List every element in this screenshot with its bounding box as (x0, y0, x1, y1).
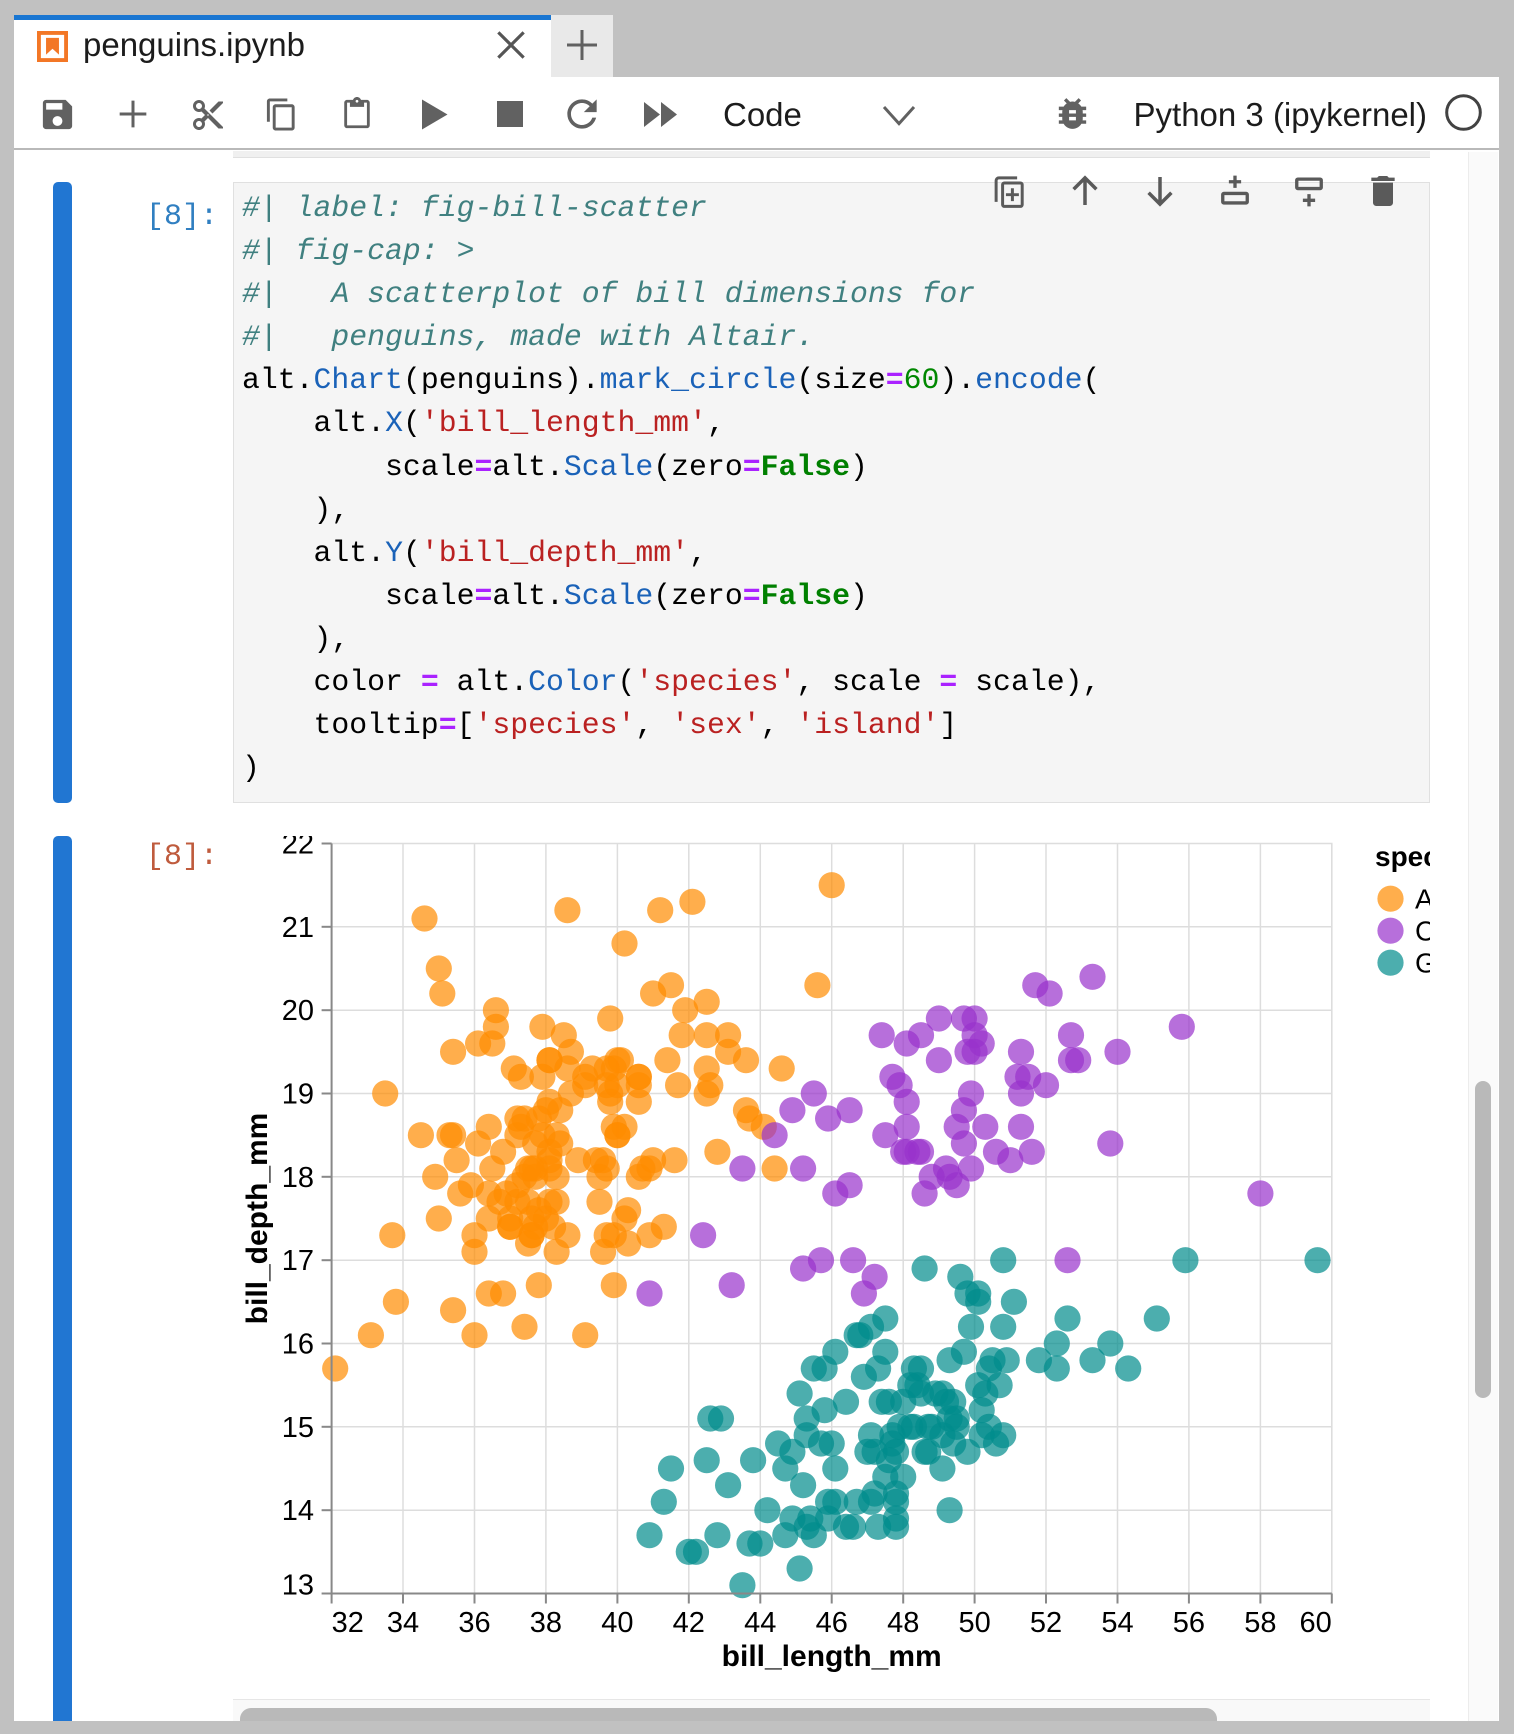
svg-text:54: 54 (1101, 1607, 1133, 1639)
svg-text:46: 46 (816, 1607, 848, 1639)
svg-text:52: 52 (1030, 1607, 1062, 1639)
svg-text:15: 15 (282, 1412, 314, 1444)
svg-text:species: species (1375, 841, 1430, 872)
svg-text:20: 20 (282, 995, 314, 1027)
svg-text:40: 40 (601, 1607, 633, 1639)
svg-text:38: 38 (530, 1607, 562, 1639)
svg-text:56: 56 (1173, 1607, 1205, 1639)
svg-text:22: 22 (282, 836, 314, 861)
svg-text:bill_depth_mm: bill_depth_mm (241, 1113, 274, 1325)
svg-text:44: 44 (744, 1607, 776, 1639)
svg-text:18: 18 (282, 1162, 314, 1194)
svg-text:48: 48 (887, 1607, 919, 1639)
svg-text:21: 21 (282, 912, 314, 944)
svg-text:17: 17 (282, 1245, 314, 1277)
svg-text:42: 42 (673, 1607, 705, 1639)
svg-text:Adelie: Adelie (1415, 884, 1430, 915)
svg-text:Gentoo: Gentoo (1415, 948, 1430, 979)
svg-text:34: 34 (387, 1607, 419, 1639)
svg-text:16: 16 (282, 1329, 314, 1361)
svg-text:14: 14 (282, 1495, 314, 1527)
svg-text:19: 19 (282, 1079, 314, 1111)
svg-text:13: 13 (282, 1570, 314, 1602)
svg-text:bill_length_mm: bill_length_mm (722, 1640, 942, 1673)
svg-text:Chinstrap: Chinstrap (1415, 916, 1430, 947)
svg-text:50: 50 (958, 1607, 990, 1639)
svg-text:60: 60 (1300, 1607, 1332, 1639)
svg-text:32: 32 (332, 1607, 364, 1639)
svg-text:58: 58 (1244, 1607, 1276, 1639)
svg-text:36: 36 (458, 1607, 490, 1639)
